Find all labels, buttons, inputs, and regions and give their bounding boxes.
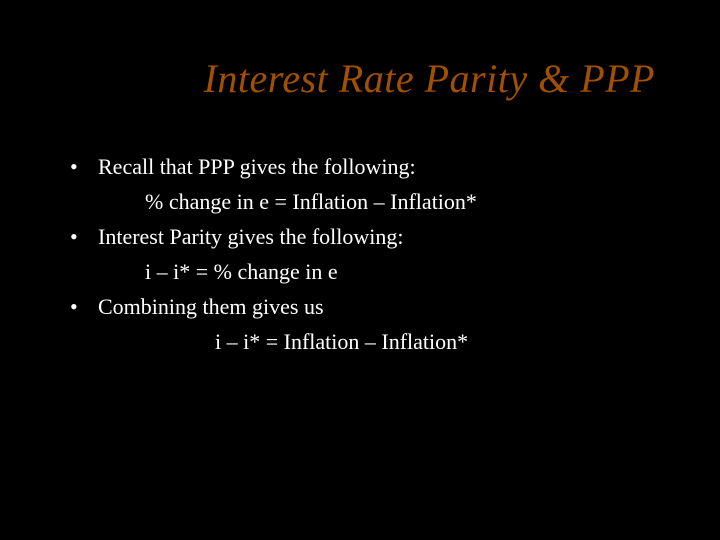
- bullet-item: • Recall that PPP gives the following:: [70, 150, 680, 183]
- bullet-text: Interest Parity gives the following:: [98, 220, 680, 253]
- bullet-text: Recall that PPP gives the following:: [98, 150, 680, 183]
- slide-title: Interest Rate Parity & PPP: [70, 55, 680, 102]
- bullet-marker: •: [70, 220, 98, 253]
- bullet-item: • Interest Parity gives the following:: [70, 220, 680, 253]
- bullet-marker: •: [70, 290, 98, 323]
- bullet-item: • Combining them gives us: [70, 290, 680, 323]
- slide-container: Interest Rate Parity & PPP • Recall that…: [0, 0, 720, 540]
- bullet-subtext: i – i* = Inflation – Inflation*: [70, 325, 680, 358]
- slide-content: • Recall that PPP gives the following: %…: [70, 150, 680, 358]
- bullet-text: Combining them gives us: [98, 290, 680, 323]
- bullet-subtext: i – i* = % change in e: [70, 255, 680, 288]
- bullet-marker: •: [70, 150, 98, 183]
- bullet-subtext: % change in e = Inflation – Inflation*: [70, 185, 680, 218]
